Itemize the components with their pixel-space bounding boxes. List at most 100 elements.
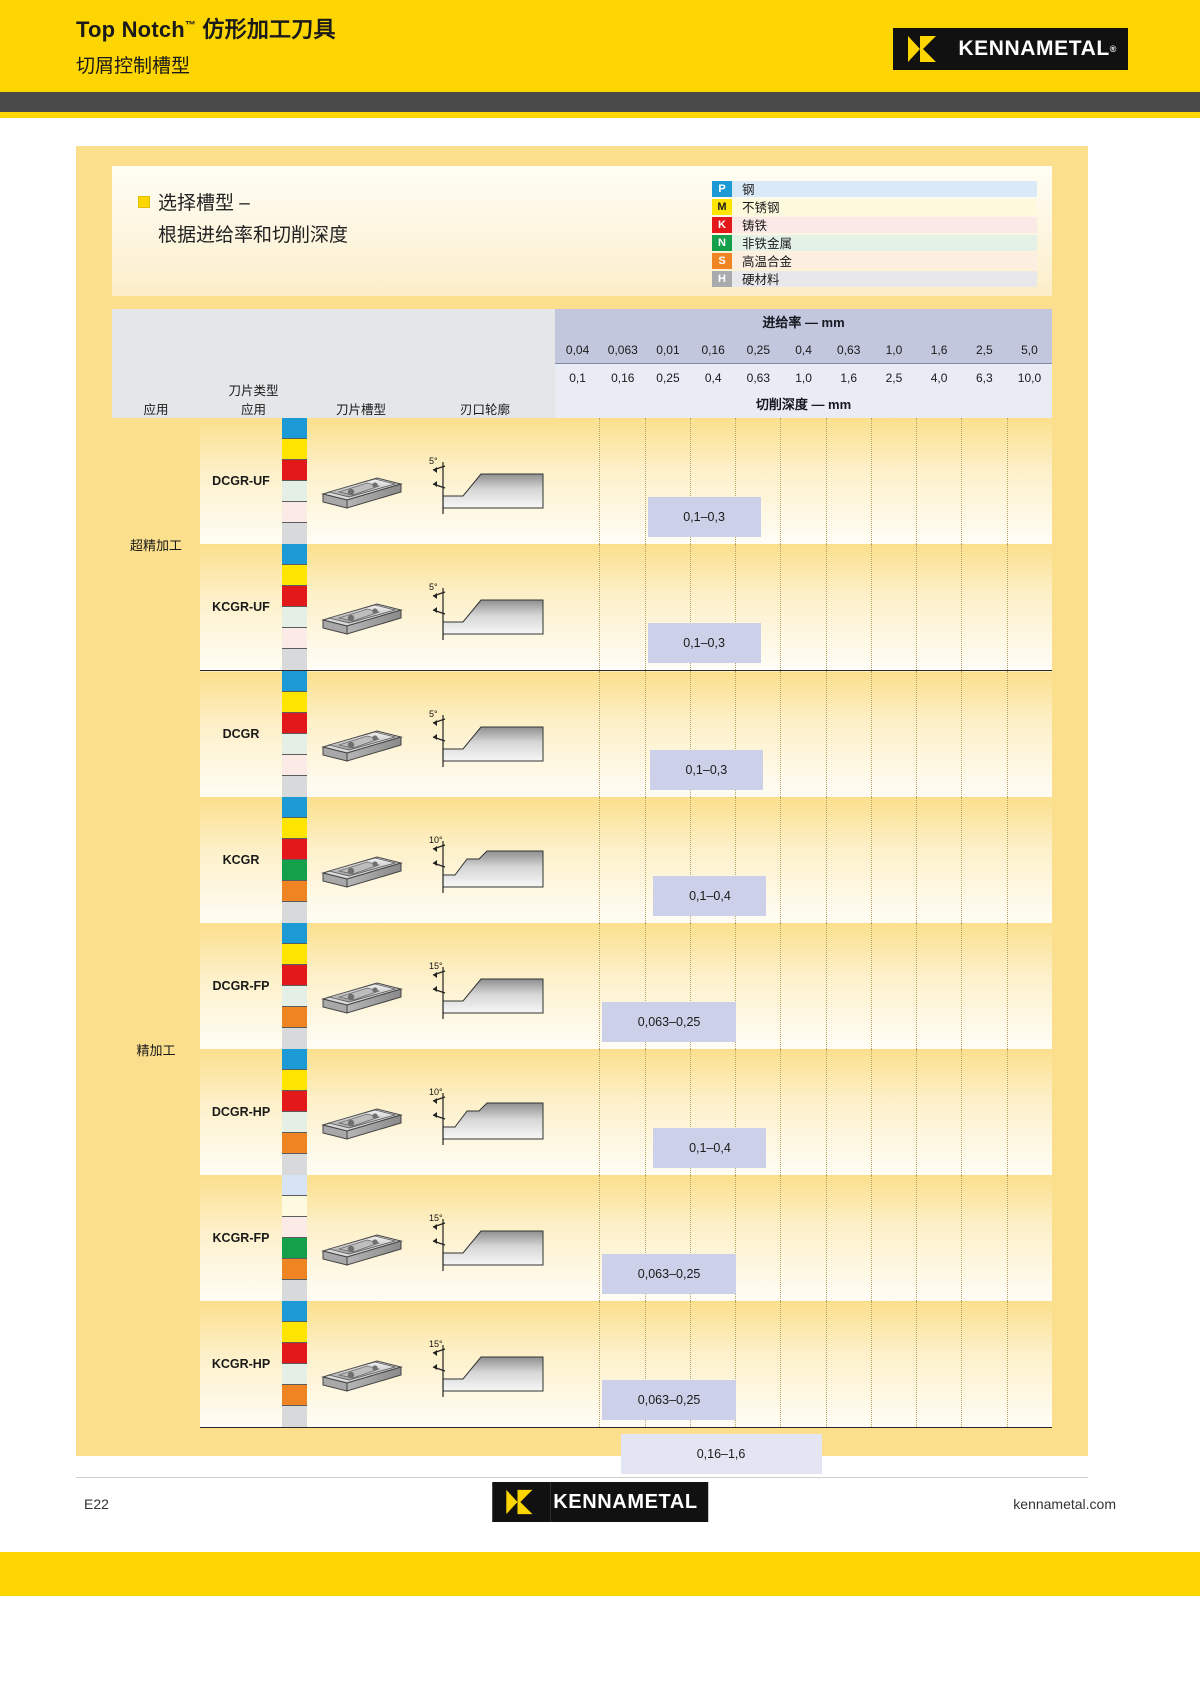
gridline	[691, 671, 737, 797]
material-chip	[282, 797, 307, 818]
bar-gridlines	[555, 1301, 1052, 1427]
range-cell: 0,1–0,40,3–2,0	[555, 797, 1052, 970]
page-footer: E22 KENNAMETAL kennametal.com	[0, 1476, 1200, 1534]
footer-logo-k-mark	[492, 1482, 551, 1522]
material-chip	[282, 839, 307, 860]
gridline	[555, 1175, 601, 1301]
feed-tick: 1,0	[885, 342, 903, 357]
gridline	[781, 544, 827, 670]
gridline	[646, 1301, 691, 1427]
depth-tick: 0,16	[611, 370, 635, 385]
material-chip-stack	[282, 544, 307, 670]
gridline	[691, 797, 737, 923]
material-chip	[282, 986, 307, 1007]
feed-rate-title: 进给率 — mm	[555, 309, 1052, 336]
depth-tick: 1,0	[795, 370, 812, 385]
table-row: KCGR-FP 15° 0,063–0,250,16–1,6	[112, 1175, 1052, 1348]
material-chips-cell	[282, 797, 307, 923]
range-bar: 0,063–0,25	[602, 1254, 736, 1294]
website-url[interactable]: kennametal.com	[1013, 1496, 1116, 1512]
insert-type-name[interactable]: DCGR-UF	[200, 418, 282, 544]
bar-gridlines	[555, 923, 1052, 1049]
material-chip	[282, 502, 307, 523]
insert-type-name[interactable]: KCGR-HP	[200, 1301, 282, 1428]
legend-item: H 硬材料	[712, 270, 1037, 287]
svg-text:10°: 10°	[429, 1087, 443, 1097]
insert-type-name[interactable]: KCGR-FP	[200, 1175, 282, 1301]
insert-geometry-cell	[307, 1049, 415, 1175]
gridline	[827, 1175, 872, 1301]
depth-values: 0,1 0,16 0,25 0,4 0,63 1,0 1,6 2,5 4,0 6…	[555, 364, 1052, 391]
gridline	[962, 418, 1008, 544]
material-chip	[282, 944, 307, 965]
gridline	[827, 544, 872, 670]
material-chip	[282, 734, 307, 755]
gridline	[1008, 671, 1052, 797]
range-cell: 0,1–0,30,1–1,3	[555, 670, 1052, 844]
gridline	[555, 544, 601, 670]
range-bar: 0,1–0,3	[647, 497, 761, 537]
edge-profile-illustration-icon: 5°	[429, 709, 544, 767]
material-chip	[282, 1091, 307, 1112]
footer-yellow-band	[0, 1552, 1200, 1596]
gridline	[600, 671, 646, 797]
depth-tick: 0,4	[704, 370, 722, 385]
material-chip-stack	[282, 923, 307, 1049]
material-chip	[282, 692, 307, 713]
legend-label-s: 高温合金	[732, 252, 1037, 269]
svg-text:5°: 5°	[429, 709, 438, 719]
gridline	[1008, 418, 1052, 544]
insert-type-name[interactable]: DCGR	[200, 670, 282, 797]
insert-type-name[interactable]: DCGR-FP	[200, 923, 282, 1049]
material-chip	[282, 586, 307, 607]
edge-profile-illustration-icon: 5°	[429, 582, 544, 640]
edge-profile-illustration-icon: 15°	[429, 1213, 544, 1271]
insert-geometry-cell	[307, 418, 415, 544]
material-chip	[282, 1280, 307, 1301]
gridline	[1008, 1049, 1052, 1175]
gridline	[962, 1175, 1008, 1301]
material-chip-stack	[282, 671, 307, 797]
table-header-row: 应用 刀片类型 应用 刀片槽型 刃口轮廓 进给率 — mm 0,04 0,063…	[112, 309, 1052, 418]
gridline	[917, 1049, 963, 1175]
gridline	[1008, 544, 1052, 670]
insert-illustration-icon	[321, 856, 403, 888]
insert-type-name[interactable]: KCGR-UF	[200, 544, 282, 671]
edge-profile-illustration-icon: 10°	[429, 835, 544, 893]
gridline	[555, 1049, 601, 1175]
gridline	[646, 797, 691, 923]
material-chip	[282, 965, 307, 986]
material-chips-cell	[282, 1049, 307, 1175]
gridline	[600, 923, 646, 1049]
gridline	[827, 923, 872, 1049]
edge-profile-cell: 5°	[415, 544, 555, 671]
insert-illustration-icon	[321, 1234, 403, 1266]
page-number: E22	[84, 1496, 109, 1512]
gridline	[646, 544, 691, 670]
col-header-scale: 进给率 — mm 0,04 0,063 0,01 0,16 0,25 0,4 0…	[555, 309, 1052, 418]
insert-type-name[interactable]: DCGR-HP	[200, 1049, 282, 1175]
edge-profile-cell: 10°	[415, 1049, 555, 1175]
material-chip	[282, 1259, 307, 1280]
gridline	[691, 1301, 737, 1427]
material-chip	[282, 671, 307, 692]
range-bar: 0,1–0,4	[653, 1128, 767, 1168]
insert-type-name[interactable]: KCGR	[200, 797, 282, 923]
gridline	[736, 544, 782, 670]
depth-tick: 1,6	[840, 370, 858, 385]
insert-geometry-cell	[307, 797, 415, 923]
range-cell: 0,063–0,250,16–1,6	[555, 1175, 1052, 1348]
gridline	[600, 1175, 646, 1301]
bar-gridlines	[555, 544, 1052, 670]
kennametal-logo: KENNAMETAL ®	[893, 28, 1128, 70]
gridline	[872, 923, 918, 1049]
edge-profile-cell: 15°	[415, 1301, 555, 1428]
gridline	[1008, 923, 1052, 1049]
material-chips-cell	[282, 544, 307, 671]
content-panel: 选择槽型 – 根据进给率和切削深度 P 钢 M 不锈钢 K 铸铁 N	[76, 146, 1088, 1474]
feed-tick: 0,04	[565, 342, 590, 357]
gridline	[917, 671, 963, 797]
gridline	[736, 1049, 782, 1175]
gridline	[872, 797, 918, 923]
range-bar: 0,1–0,4	[653, 876, 767, 916]
